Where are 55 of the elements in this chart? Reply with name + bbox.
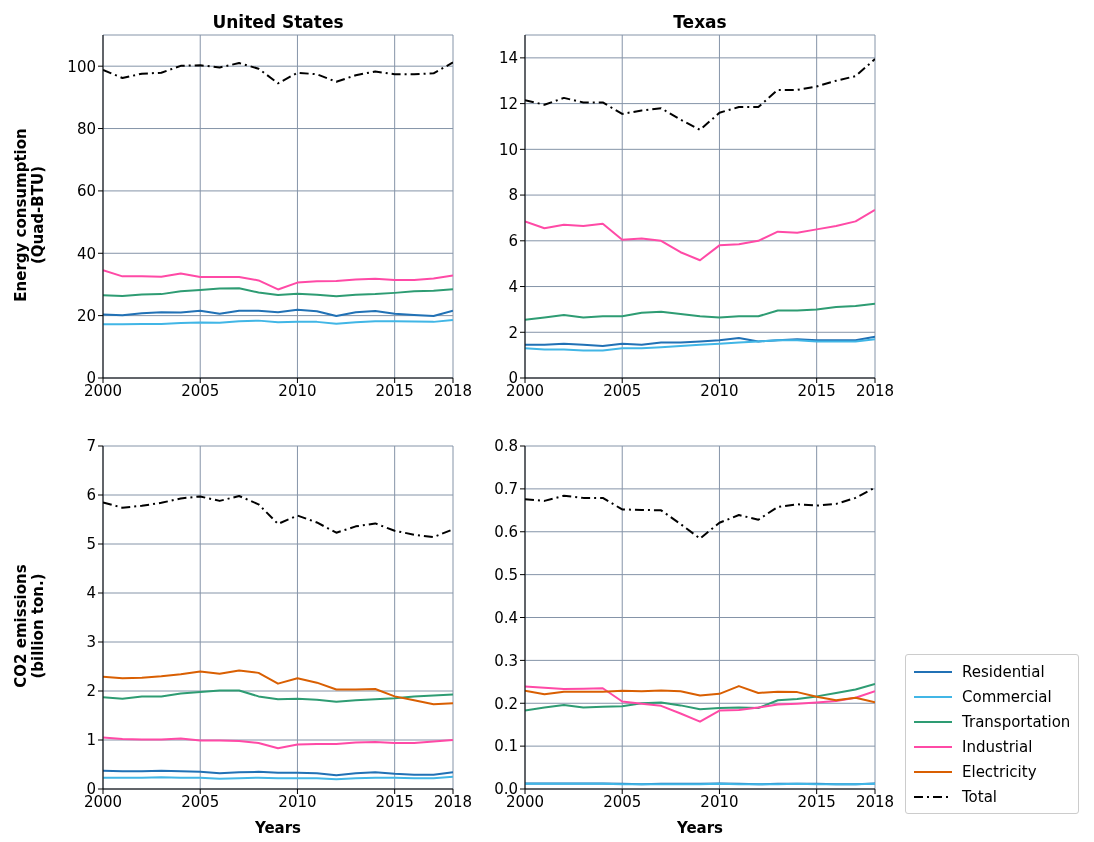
y-tick-label: 0.3 (494, 651, 518, 670)
y-tick-label: 0.8 (494, 437, 518, 456)
y-tick-label: 0.6 (494, 523, 518, 542)
x-tick-label: 2018 (855, 381, 895, 400)
y-tick-label: 14 (498, 49, 518, 68)
y-tick-label: 80 (76, 119, 96, 138)
x-axis-title: Years (253, 819, 303, 837)
y-tick-label: 1 (86, 731, 96, 750)
y-tick-label: 20 (76, 306, 96, 325)
x-tick-label: 2005 (181, 381, 220, 400)
legend-label: Residential (962, 662, 1045, 681)
y-tick-label: 6 (86, 486, 96, 505)
y-tick-label: 2 (508, 323, 518, 342)
legend-label: Industrial (962, 737, 1033, 756)
y-tick-label: 40 (76, 244, 96, 263)
y-tick-label: 0.4 (494, 608, 518, 627)
x-tick-label: 2018 (433, 792, 473, 811)
y-axis-title: CO2 emissions (billion ton.) (12, 563, 47, 688)
x-tick-label: 2018 (855, 792, 895, 811)
x-tick-label: 2005 (181, 792, 220, 811)
x-tick-label: 2015 (797, 381, 836, 400)
legend-label: Transportation (962, 712, 1071, 731)
x-tick-label: 2010 (700, 792, 739, 811)
x-tick-label: 2010 (278, 381, 317, 400)
y-tick-label: 100 (67, 57, 96, 76)
x-tick-label: 2010 (700, 381, 739, 400)
y-tick-label: 5 (86, 535, 96, 554)
y-tick-label: 8 (508, 186, 518, 205)
y-tick-label: 12 (498, 94, 518, 113)
x-tick-label: 2015 (375, 792, 414, 811)
legend-label: Total (962, 787, 998, 806)
chart-title: Texas (672, 12, 728, 32)
y-tick-label: 3 (86, 633, 96, 652)
chart-title: United States (211, 12, 345, 32)
y-tick-label: 60 (76, 182, 96, 201)
x-tick-label: 2018 (433, 381, 473, 400)
x-tick-label: 2005 (603, 381, 642, 400)
x-tick-label: 2005 (603, 792, 642, 811)
x-tick-label: 2015 (797, 792, 836, 811)
y-tick-label: 4 (508, 277, 518, 296)
y-tick-label: 4 (86, 584, 96, 603)
x-tick-label: 2010 (278, 792, 317, 811)
x-axis-title: Years (675, 819, 725, 837)
y-tick-label: 7 (86, 437, 96, 456)
y-tick-label: 10 (498, 140, 518, 159)
y-axis-title: Energy consumption (Quad-BTU) (12, 127, 48, 302)
y-tick-label: 0.1 (494, 737, 518, 756)
y-tick-label: 0.7 (494, 480, 518, 499)
legend-label: Electricity (962, 762, 1037, 781)
y-tick-label: 0.2 (494, 694, 518, 713)
legend-label: Commercial (962, 687, 1052, 706)
x-tick-label: 2015 (375, 381, 414, 400)
y-tick-label: 0.5 (494, 565, 518, 584)
y-tick-label: 6 (508, 232, 518, 251)
y-tick-label: 2 (86, 682, 96, 701)
